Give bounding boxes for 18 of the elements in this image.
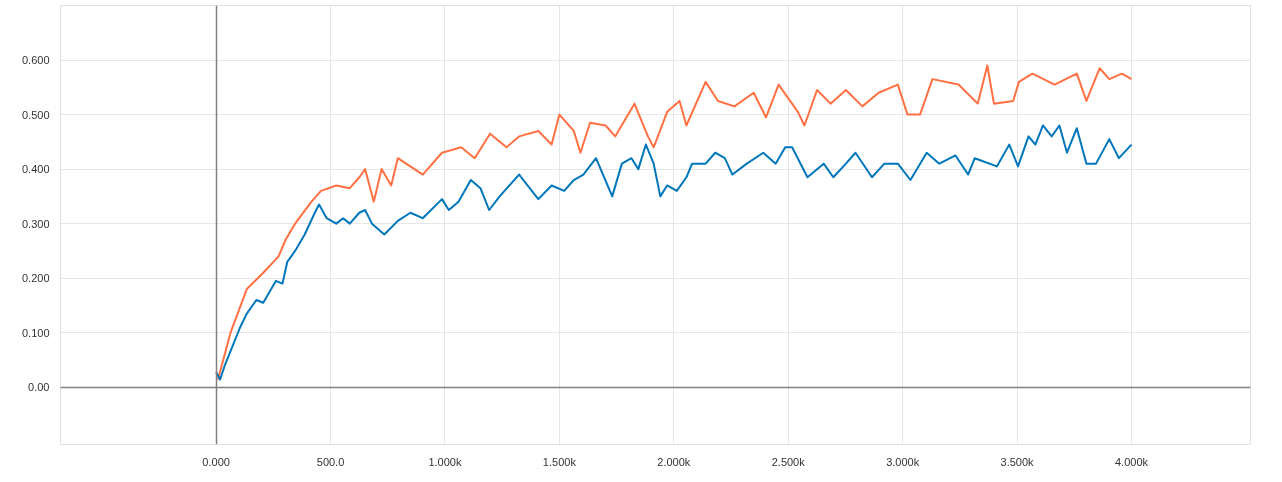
y-tick-label: 0.300 (21, 217, 50, 230)
x-tick-label: 2.500k (771, 455, 806, 468)
x-tick-label: 500.0 (316, 455, 345, 468)
x-tick-label: 3.500k (1000, 455, 1035, 468)
y-tick-label: 0.00 (28, 381, 50, 394)
x-tick-label: 3.000k (886, 455, 920, 468)
y-tick-label: 0.500 (21, 108, 50, 121)
y-tick-label: 0.400 (21, 163, 50, 176)
line-series (215, 124, 1133, 381)
x-tick-label: 4.000k (1114, 455, 1149, 468)
x-tick-label: 0.000 (202, 455, 230, 468)
line-series (216, 64, 1133, 381)
y-tick-label: 0.200 (21, 272, 50, 285)
y-tick-label: 0.100 (21, 326, 50, 339)
x-tick-label: 1.000k (428, 455, 462, 468)
x-tick-label: 1.500k (542, 455, 577, 468)
y-tick-label: 0.600 (21, 54, 50, 67)
x-tick-label: 2.000k (657, 455, 691, 468)
